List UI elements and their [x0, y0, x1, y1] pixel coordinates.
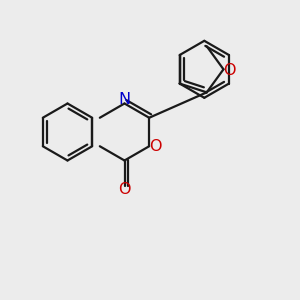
Text: O: O [223, 63, 235, 78]
Text: O: O [149, 139, 162, 154]
Text: N: N [118, 92, 130, 107]
Text: O: O [118, 182, 131, 197]
